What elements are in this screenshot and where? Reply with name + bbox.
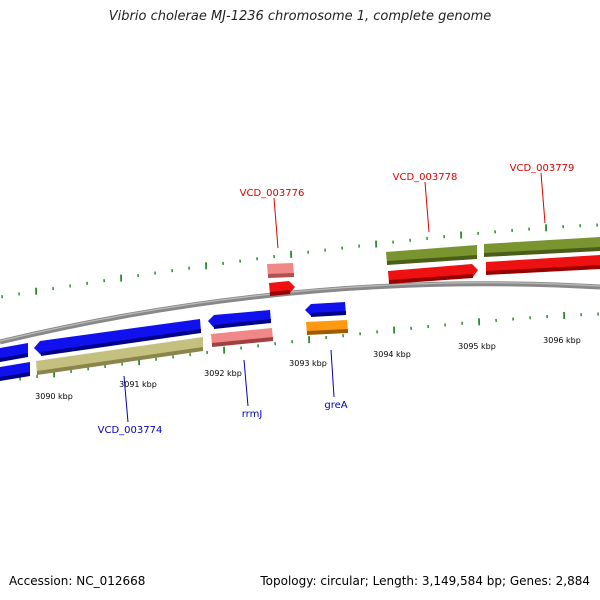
label-rrmj[interactable]: rrmJ <box>242 409 263 420</box>
gene-rrmj-neighbor-shadow <box>214 319 271 329</box>
gene-vcd-003774[interactable] <box>34 319 201 355</box>
gene-grea-shadow <box>307 329 348 335</box>
genome-summary-text: Topology: circular; Length: 3,149,584 bp… <box>260 574 590 588</box>
kbp-label: 3096 kbp <box>543 336 581 345</box>
gene-vcd-003776-shadow <box>270 290 290 296</box>
leader-vcd-003774 <box>123 375 129 423</box>
gene-grea-neighbor-shadow <box>311 311 346 317</box>
genome-backbone <box>0 281 600 345</box>
leader-vcd-003779 <box>540 172 546 224</box>
kbp-label: 3091 kbp <box>119 380 157 389</box>
kbp-label: 3095 kbp <box>458 342 496 351</box>
label-grea[interactable]: greA <box>324 400 347 411</box>
label-vcd-003776[interactable]: VCD_003776 <box>240 188 305 199</box>
accession-text: Accession: NC_012668 <box>9 574 146 588</box>
gene-vcd-003778-shadow <box>389 274 473 284</box>
label-vcd-003778[interactable]: VCD_003778 <box>393 172 458 183</box>
gene-vcd-003779-track2-shadow <box>484 247 600 257</box>
gene-labels: VCD_003776 VCD_003778 VCD_003779 VCD_003… <box>98 163 575 436</box>
kbp-label: 3092 kbp <box>204 369 242 378</box>
genome-backbone-highlight <box>0 282 600 342</box>
forward-strand-features <box>267 237 600 296</box>
leader-grea <box>330 349 335 398</box>
gene-vcd-003774-track2[interactable] <box>36 337 203 374</box>
gene-vcd-003774-track2-shadow <box>37 347 203 375</box>
gene-vcd-003776-track2-shadow <box>268 273 294 278</box>
kbp-label: 3094 kbp <box>373 350 411 359</box>
gene-rrmj-shadow <box>212 337 273 347</box>
kbp-label: 3090 kbp <box>35 392 73 401</box>
leader-vcd-003778 <box>424 181 430 233</box>
reverse-strand-features <box>0 302 348 381</box>
leader-vcd-003776 <box>273 197 279 249</box>
kbp-labels: 3090 kbp 3091 kbp 3092 kbp 3093 kbp 3094… <box>35 336 581 401</box>
label-vcd-003779[interactable]: VCD_003779 <box>510 163 575 174</box>
map-title: Vibrio cholerae MJ-1236 chromosome 1, co… <box>108 9 492 24</box>
leader-rrmj <box>243 359 249 407</box>
gene-vcd-003774-shadow <box>41 329 201 356</box>
label-vcd-003774[interactable]: VCD_003774 <box>98 425 163 436</box>
gene-left-edge-1-shadow <box>0 353 28 362</box>
gene-vcd-003779-shadow <box>486 265 600 275</box>
outer-tick-row <box>1 223 598 299</box>
gene-vcd-003778-track2-shadow <box>387 255 477 265</box>
kbp-label: 3093 kbp <box>289 359 327 368</box>
gene-left-edge-2-shadow <box>0 372 30 381</box>
label-leaders <box>123 172 546 423</box>
